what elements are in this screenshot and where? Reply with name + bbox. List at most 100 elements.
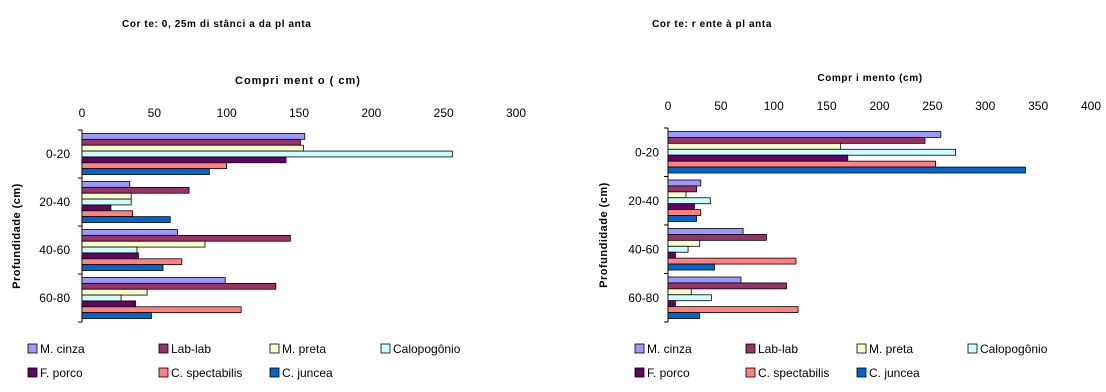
bar-m-cinza-0-20 <box>81 133 306 140</box>
bar-m-preta-60-80 <box>81 288 148 296</box>
bar-calopog-nio-60-80 <box>667 294 712 302</box>
bar-lab-lab-60-80 <box>667 282 787 290</box>
bar-c-spectabilis-40-60 <box>81 258 183 266</box>
x-tick-label: 150 <box>289 106 309 120</box>
x-tick-label: 300 <box>506 106 526 120</box>
legend-label: M. preta <box>869 342 913 356</box>
x-tick-label: 150 <box>817 99 837 113</box>
bar-c-spectabilis-20-40 <box>667 209 702 216</box>
bar-lab-lab-40-60 <box>667 234 767 241</box>
chart-title: Cor te: r ente à pl anta <box>652 19 772 30</box>
x-tick-label: 0 <box>665 99 672 113</box>
category-label: 0-20 <box>46 147 70 161</box>
bar-c-juncea-60-80 <box>667 312 701 319</box>
bar-f-porco-0-20 <box>81 156 287 164</box>
legend-label: M. cinza <box>40 342 85 356</box>
legend-swatch <box>158 367 169 378</box>
bar-f-porco-20-40 <box>667 203 695 211</box>
bar-calopog-nio-20-40 <box>81 198 132 206</box>
bar-lab-lab-20-40 <box>81 186 190 194</box>
bar-c-spectabilis-20-40 <box>81 210 134 218</box>
legend: M. cinza Lab-lab M. preta Calopogônio F. por… <box>634 342 1048 380</box>
bar-c-juncea-20-40 <box>81 216 171 223</box>
x-tick-label: 350 <box>1028 99 1048 113</box>
bar-c-spectabilis-60-80 <box>667 306 799 313</box>
legend-swatch <box>158 343 169 354</box>
bar-calopog-nio-0-20 <box>667 148 957 156</box>
bar-f-porco-60-80 <box>667 300 676 308</box>
x-tick-label: 250 <box>922 99 942 113</box>
bar-lab-lab-0-20 <box>667 137 926 144</box>
bar-m-cinza-20-40 <box>81 181 131 188</box>
bar-lab-lab-0-20 <box>81 138 301 146</box>
bar-c-spectabilis-0-20 <box>667 160 936 168</box>
chart-title: Cor te: 0, 25m di stânci a da pl anta <box>122 19 311 30</box>
bar-c-juncea-40-60 <box>81 264 164 271</box>
bar-m-cinza-0-20 <box>667 131 942 138</box>
legend-swatch <box>269 343 280 354</box>
bar-calopog-nio-40-60 <box>667 245 689 253</box>
bar-f-porco-40-60 <box>81 252 139 260</box>
bar-m-cinza-60-80 <box>667 276 742 284</box>
legend-swatch <box>380 343 391 354</box>
legend-label: Calopogônio <box>393 342 461 356</box>
legend-swatch <box>856 367 867 378</box>
bar-c-spectabilis-60-80 <box>81 306 242 314</box>
legend-swatch <box>27 343 38 354</box>
legend-label: Lab-lab <box>171 342 211 356</box>
x-tick-label: 250 <box>434 106 454 120</box>
category-label: 40-60 <box>628 242 659 256</box>
bar-lab-lab-60-80 <box>81 282 277 290</box>
y-axis-label: Profundidade (cm) <box>11 183 23 289</box>
x-tick-label: 50 <box>148 106 162 120</box>
legend-swatch <box>745 343 756 354</box>
bar-m-preta-40-60 <box>81 240 206 248</box>
x-tick-label: 100 <box>217 106 237 120</box>
bar-c-juncea-40-60 <box>667 263 715 271</box>
category-label: 0-20 <box>635 145 659 159</box>
bar-c-juncea-0-20 <box>667 166 1026 174</box>
legend-swatch <box>269 367 280 378</box>
legend-label: M. cinza <box>647 342 692 356</box>
bar-m-cinza-20-40 <box>667 179 702 187</box>
bar-f-porco-20-40 <box>81 204 112 212</box>
x-tick-label: 200 <box>361 106 381 120</box>
bar-c-spectabilis-40-60 <box>667 257 797 265</box>
x-tick-label: 400 <box>1081 99 1101 113</box>
bar-lab-lab-40-60 <box>81 234 291 242</box>
chart-1: Cor te: 0, 25m di stânci a da pl anta Com… <box>11 19 526 380</box>
x-axis-label: Compr i mento (cm) <box>817 73 922 84</box>
legend-swatch <box>967 343 978 354</box>
bar-c-juncea-0-20 <box>81 168 210 175</box>
category-label: 20-40 <box>628 194 659 208</box>
bar-m-cinza-40-60 <box>81 229 178 236</box>
x-tick-label: 200 <box>869 99 889 113</box>
legend-swatch <box>856 343 867 354</box>
bar-c-juncea-20-40 <box>667 215 697 222</box>
bar-lab-lab-20-40 <box>667 185 697 193</box>
legend-swatch <box>634 367 645 378</box>
legend-label: Calopogônio <box>980 342 1048 356</box>
x-tick-label: 100 <box>764 99 784 113</box>
bar-m-cinza-60-80 <box>81 277 226 284</box>
bar-f-porco-0-20 <box>667 154 849 162</box>
legend-label: C. juncea <box>869 366 920 380</box>
category-label: 20-40 <box>39 195 70 209</box>
bar-m-cinza-40-60 <box>667 228 744 235</box>
bar-m-preta-0-20 <box>667 142 841 150</box>
legend-label: F. porco <box>647 366 690 380</box>
legend-label: C. spectabilis <box>758 366 829 380</box>
bar-calopog-nio-20-40 <box>667 197 711 205</box>
legend-label: F. porco <box>40 366 83 380</box>
x-tick-label: 0 <box>79 106 86 120</box>
category-label: 60-80 <box>628 291 659 305</box>
legend-label: C. juncea <box>282 366 333 380</box>
legend-swatch <box>27 367 38 378</box>
legend-swatch <box>634 343 645 354</box>
legend-label: Lab-lab <box>758 342 798 356</box>
bar-m-preta-0-20 <box>81 144 304 152</box>
bar-m-preta-20-40 <box>667 191 687 199</box>
bar-f-porco-60-80 <box>81 300 136 308</box>
x-tick-label: 300 <box>975 99 995 113</box>
legend-swatch <box>745 367 756 378</box>
